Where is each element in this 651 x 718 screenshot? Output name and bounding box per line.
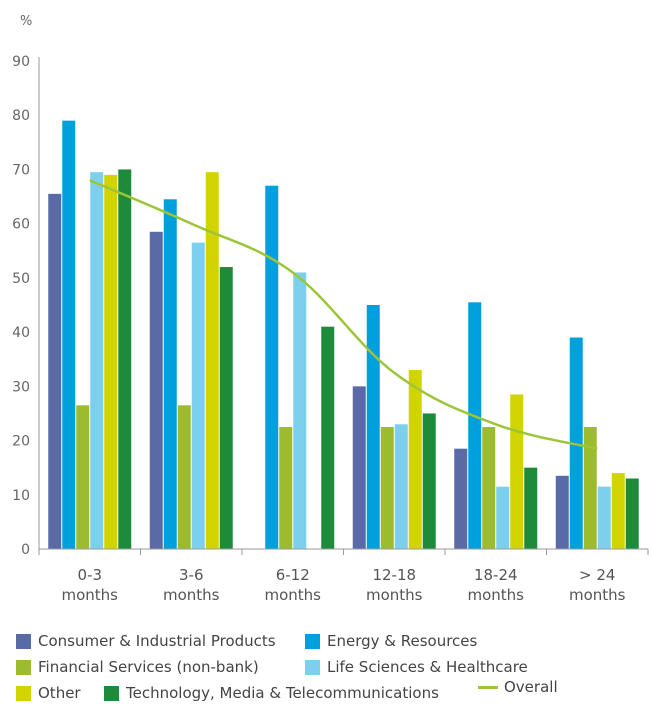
x-tick-label: months — [468, 586, 525, 604]
bar — [611, 473, 625, 549]
bar — [496, 486, 510, 549]
bar — [408, 370, 422, 549]
bar — [62, 120, 76, 550]
legend-row: Consumer & Industrial Products Energy & … — [16, 632, 646, 658]
y-tick-label: 50 — [12, 271, 30, 287]
legend-row: Financial Services (non-bank) Life Scien… — [16, 658, 646, 684]
bar — [48, 193, 62, 549]
bar — [163, 199, 177, 549]
bar — [524, 467, 538, 549]
legend-label: Overall — [504, 678, 558, 696]
bar — [394, 424, 408, 549]
bar — [219, 267, 233, 549]
bar — [279, 427, 293, 549]
bar — [468, 302, 482, 549]
legend-item-technology-media-telecom: Technology, Media & Telecommunications — [104, 684, 439, 702]
x-tick-label: months — [265, 586, 322, 604]
y-tick-label: 90 — [12, 54, 30, 70]
legend-label: Technology, Media & Telecommunications — [126, 684, 439, 702]
bar — [625, 478, 639, 549]
bar — [118, 169, 132, 549]
bars — [48, 120, 639, 550]
legend: Consumer & Industrial Products Energy & … — [16, 632, 646, 710]
legend-swatch — [305, 633, 320, 649]
y-tick-label: 0 — [21, 542, 30, 558]
legend-label: Life Sciences & Healthcare — [327, 658, 528, 676]
bar — [149, 231, 163, 550]
y-tick-label: 80 — [12, 108, 30, 124]
bar — [482, 427, 496, 549]
x-axis: 0-3 months 3-6 months 6-12 months 12-18 months 1… — [38, 548, 649, 604]
bar — [90, 172, 104, 549]
x-tick-label: 6-12 — [276, 566, 310, 584]
x-tick-label: 12-18 — [372, 566, 416, 584]
bar — [293, 272, 307, 549]
y-tick-label: 30 — [12, 379, 30, 395]
bar — [597, 486, 611, 549]
bar — [321, 326, 335, 549]
x-tick-label: months — [163, 586, 220, 604]
chart: % 0 10 20 30 40 50 60 70 80 90 0-3 months 3-6 months… — [12, 14, 649, 604]
bar — [583, 427, 597, 549]
legend-item-financial-services: Financial Services (non-bank) — [16, 658, 259, 676]
legend-swatch — [16, 659, 31, 675]
bar — [366, 305, 380, 549]
legend-label: Financial Services (non-bank) — [38, 658, 259, 676]
y-axis-unit-label: % — [20, 14, 32, 29]
x-tick-label: 0-3 — [78, 566, 103, 584]
legend-item-other: Other — [16, 684, 81, 702]
legend-swatch — [305, 659, 320, 675]
bar — [104, 174, 118, 549]
bar — [205, 172, 219, 549]
legend-item-energy-resources: Energy & Resources — [305, 632, 477, 650]
x-tick-label: > 24 — [579, 566, 615, 584]
bar — [352, 386, 366, 549]
legend-swatch — [104, 685, 119, 701]
bar — [454, 448, 468, 549]
legend-item-consumer-industrial: Consumer & Industrial Products — [16, 632, 276, 650]
legend-line-swatch — [478, 685, 498, 689]
legend-item-overall: Overall — [478, 678, 558, 696]
x-tick-label: 18-24 — [474, 566, 518, 584]
legend-item-life-sciences: Life Sciences & Healthcare — [305, 658, 528, 676]
bar — [265, 185, 279, 549]
bar — [380, 427, 394, 549]
y-tick-label: 60 — [12, 217, 30, 233]
x-tick-label: 3-6 — [179, 566, 204, 584]
y-tick-label: 20 — [12, 434, 30, 450]
x-tick-label: months — [62, 586, 119, 604]
overall-line — [89, 179, 598, 450]
y-tick-label: 10 — [12, 488, 30, 504]
bar — [191, 242, 205, 549]
bar — [76, 405, 90, 549]
legend-label: Energy & Resources — [327, 632, 478, 650]
legend-row: Other Technology, Media & Telecommunicat… — [16, 678, 646, 710]
overall-line-group — [89, 179, 598, 450]
y-axis: 0 10 20 30 40 50 60 70 80 90 — [12, 54, 40, 558]
legend-swatch — [16, 633, 31, 649]
bar — [177, 405, 191, 549]
bar — [422, 413, 436, 549]
bar — [510, 394, 524, 549]
y-tick-label: 40 — [12, 325, 30, 341]
x-tick-label: months — [569, 586, 626, 604]
y-tick-label: 70 — [12, 162, 30, 178]
legend-label: Consumer & Industrial Products — [38, 632, 276, 650]
legend-swatch — [16, 685, 31, 701]
legend-label: Other — [38, 684, 81, 702]
x-tick-label: months — [366, 586, 423, 604]
bar — [555, 475, 569, 549]
